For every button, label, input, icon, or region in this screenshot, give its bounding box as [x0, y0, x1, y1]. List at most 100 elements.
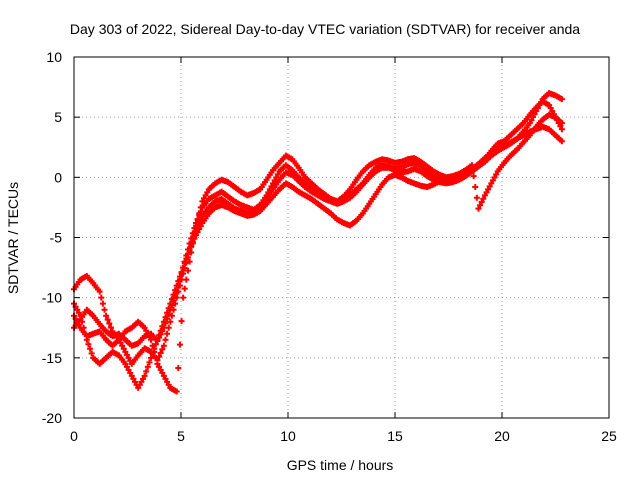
- data-point: [159, 323, 166, 330]
- data-point: [546, 102, 553, 109]
- y-tick-label: 5: [54, 109, 62, 125]
- data-point: [165, 324, 172, 331]
- data-point: [533, 108, 540, 115]
- data-point: [178, 318, 185, 325]
- series-4: [71, 111, 565, 395]
- data-point: [183, 276, 190, 283]
- data-point: [175, 365, 182, 372]
- data-point: [122, 348, 129, 355]
- data-point: [470, 173, 477, 180]
- data-point: [168, 296, 175, 303]
- data-point: [160, 318, 167, 325]
- data-point: [202, 192, 209, 199]
- data-point: [103, 312, 110, 319]
- series-1: [71, 98, 565, 349]
- data-point: [197, 204, 204, 211]
- data-point: [141, 324, 148, 331]
- data-point: [558, 138, 565, 145]
- y-tick-label: -20: [42, 410, 62, 426]
- data-point: [191, 231, 198, 238]
- data-point: [204, 189, 211, 196]
- x-axis-label: GPS time / hours: [287, 457, 394, 473]
- data-point: [180, 264, 187, 271]
- data-point: [184, 251, 191, 258]
- data-point: [143, 327, 150, 334]
- data-point: [526, 120, 533, 127]
- data-point: [473, 194, 480, 201]
- data-point: [165, 305, 172, 312]
- data-point: [481, 192, 488, 199]
- data-point: [270, 180, 277, 187]
- data-point: [98, 294, 105, 301]
- data-point: [192, 222, 199, 229]
- data-point: [170, 291, 177, 298]
- data-point: [483, 189, 490, 196]
- data-point: [196, 210, 203, 217]
- data-point: [486, 183, 493, 190]
- data-point: [138, 378, 145, 385]
- data-point: [485, 186, 492, 193]
- data-point: [173, 388, 180, 395]
- data-point: [135, 384, 142, 391]
- data-point: [119, 342, 126, 349]
- data-point: [170, 306, 177, 313]
- data-point: [162, 314, 169, 321]
- data-point: [130, 375, 137, 382]
- data-point: [194, 229, 201, 236]
- data-point: [164, 330, 171, 337]
- data-point: [131, 378, 138, 385]
- data-point: [162, 375, 169, 382]
- data-point: [188, 249, 195, 256]
- ticks: 0 5 10 15 20 25 -20 -15 -10 -5 0 5 10: [42, 49, 617, 444]
- data-point: [154, 336, 161, 343]
- data-point: [489, 177, 496, 184]
- data-point: [472, 183, 479, 190]
- data-point: [140, 375, 147, 382]
- data-point: [167, 300, 174, 307]
- chart-title: Day 303 of 2022, Sidereal Day-to-day VTE…: [70, 21, 580, 37]
- data-point: [74, 318, 81, 325]
- data-point: [87, 345, 94, 352]
- data-point: [173, 282, 180, 289]
- data-point: [157, 350, 164, 357]
- data-point: [127, 369, 134, 376]
- y-tick-label: 10: [46, 49, 62, 65]
- data-point: [491, 174, 498, 181]
- x-tick-label: 0: [70, 428, 78, 444]
- series-3: [71, 123, 565, 391]
- data-point: [493, 171, 500, 178]
- data-point: [125, 366, 132, 373]
- data-point: [186, 258, 193, 265]
- x-tick-label: 5: [177, 428, 185, 444]
- data-point: [96, 288, 103, 295]
- data-point: [168, 312, 175, 319]
- data-point: [122, 360, 129, 367]
- data-point: [167, 318, 174, 325]
- data-point: [160, 342, 167, 349]
- data-point: [77, 312, 84, 319]
- y-axis-label: SDTVAR / TECUs: [5, 182, 21, 294]
- data-point: [164, 309, 171, 316]
- data-point: [123, 351, 130, 358]
- data-point: [534, 105, 541, 112]
- data-point: [128, 372, 135, 379]
- data-point: [148, 336, 155, 343]
- data-point: [152, 341, 159, 348]
- data-point: [538, 99, 545, 106]
- data-point: [106, 320, 113, 327]
- x-tick-label: 20: [494, 428, 510, 444]
- data-point: [165, 381, 172, 388]
- x-tick-label: 15: [387, 428, 403, 444]
- data-point: [75, 309, 82, 316]
- data-point: [186, 246, 193, 253]
- data-point: [74, 306, 81, 313]
- data-point: [146, 359, 153, 366]
- data-point: [181, 285, 188, 292]
- data-point: [144, 363, 151, 370]
- data-point: [536, 102, 543, 109]
- data-point: [172, 287, 179, 294]
- data-point: [160, 372, 167, 379]
- data-point: [189, 240, 196, 247]
